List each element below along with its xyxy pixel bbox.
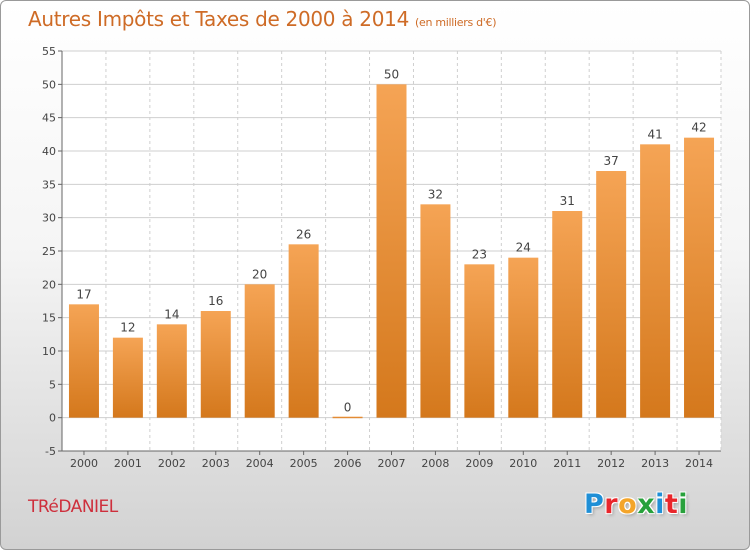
logo-letter: P bbox=[584, 489, 605, 520]
logo-letter: i bbox=[655, 489, 665, 520]
chart-title: Autres Impôts et Taxes de 2000 à 2014 (en… bbox=[28, 7, 496, 31]
bar bbox=[332, 416, 363, 419]
chart-subtitle: (en milliers d'€) bbox=[415, 16, 497, 29]
data-label: 23 bbox=[472, 247, 487, 261]
y-tick-label: -5 bbox=[45, 445, 56, 458]
bar bbox=[684, 137, 715, 418]
bar bbox=[288, 244, 319, 418]
logo-letter: i bbox=[678, 489, 689, 520]
x-tick-label: 2011 bbox=[553, 457, 581, 470]
data-label: 16 bbox=[208, 294, 223, 308]
x-tick-label: 2004 bbox=[246, 457, 274, 470]
bar bbox=[156, 324, 187, 418]
y-tick-label: 0 bbox=[49, 412, 56, 425]
x-tick-label: 2009 bbox=[465, 457, 493, 470]
logo-letter: x bbox=[637, 489, 656, 520]
x-tick-label: 2013 bbox=[641, 457, 669, 470]
data-label: 14 bbox=[164, 307, 179, 321]
y-tick-label: 55 bbox=[42, 45, 56, 58]
y-tick-label: 35 bbox=[42, 178, 56, 191]
bar bbox=[552, 211, 583, 418]
bar bbox=[200, 311, 231, 418]
data-label: 42 bbox=[691, 121, 706, 135]
data-label: 31 bbox=[560, 194, 575, 208]
bar bbox=[596, 171, 627, 418]
bar bbox=[376, 84, 407, 418]
y-tick-label: 30 bbox=[42, 212, 56, 225]
bar bbox=[244, 284, 275, 418]
x-tick-label: 2006 bbox=[334, 457, 362, 470]
y-tick-label: 25 bbox=[42, 245, 56, 258]
y-tick-label: 45 bbox=[42, 112, 56, 125]
x-tick-label: 2002 bbox=[158, 457, 186, 470]
x-tick-label: 2014 bbox=[685, 457, 713, 470]
y-tick-label: 20 bbox=[42, 278, 56, 291]
bar bbox=[508, 257, 539, 418]
y-tick-label: 5 bbox=[49, 378, 56, 391]
y-tick-label: 15 bbox=[42, 312, 56, 325]
data-label: 41 bbox=[647, 127, 662, 141]
x-tick-label: 2000 bbox=[70, 457, 98, 470]
y-tick-label: 40 bbox=[42, 145, 56, 158]
logo-letter: t bbox=[664, 489, 679, 520]
data-label: 17 bbox=[76, 287, 91, 301]
proxiti-logo[interactable]: Proxiti bbox=[584, 489, 688, 520]
x-tick-label: 2012 bbox=[597, 457, 625, 470]
data-label: 24 bbox=[516, 241, 531, 255]
bar bbox=[464, 264, 495, 418]
x-tick-label: 2005 bbox=[290, 457, 318, 470]
x-tick-label: 2007 bbox=[378, 457, 406, 470]
x-tick-label: 2003 bbox=[202, 457, 230, 470]
data-label: 12 bbox=[120, 321, 135, 335]
y-tick-label: 50 bbox=[42, 78, 56, 91]
logo-letter: o bbox=[618, 489, 638, 520]
y-tick-label: 10 bbox=[42, 345, 56, 358]
bar bbox=[112, 337, 143, 418]
chart-title-text: Autres Impôts et Taxes de 2000 à 2014 bbox=[28, 7, 409, 31]
data-label: 26 bbox=[296, 227, 311, 241]
bar bbox=[68, 304, 99, 418]
data-label: 37 bbox=[604, 154, 619, 168]
data-label: 0 bbox=[344, 401, 352, 415]
commune-name: TRéDANIEL bbox=[28, 497, 118, 517]
data-label: 50 bbox=[384, 67, 399, 81]
x-tick-label: 2001 bbox=[114, 457, 142, 470]
bar bbox=[420, 204, 451, 418]
bar bbox=[640, 144, 671, 418]
data-label: 32 bbox=[428, 187, 443, 201]
x-tick-label: 2008 bbox=[421, 457, 449, 470]
logo-letter: r bbox=[604, 489, 619, 520]
x-tick-label: 2010 bbox=[509, 457, 537, 470]
data-label: 20 bbox=[252, 267, 267, 281]
